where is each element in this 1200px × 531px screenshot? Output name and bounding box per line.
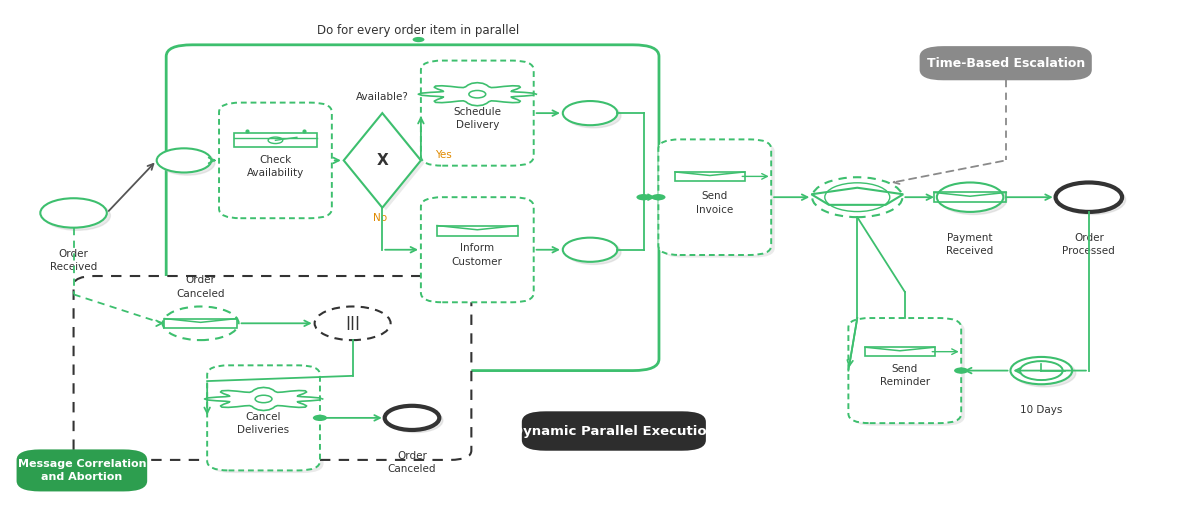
Circle shape	[954, 367, 968, 374]
FancyBboxPatch shape	[662, 142, 775, 258]
FancyBboxPatch shape	[522, 412, 706, 451]
FancyBboxPatch shape	[166, 45, 659, 371]
Polygon shape	[347, 116, 425, 210]
Text: X: X	[377, 153, 388, 168]
Circle shape	[824, 183, 889, 211]
Text: Send
Invoice: Send Invoice	[696, 191, 733, 215]
Circle shape	[314, 306, 391, 340]
Circle shape	[563, 238, 618, 262]
Bar	[676, 172, 745, 181]
FancyBboxPatch shape	[73, 276, 472, 460]
Text: Check
Availability: Check Availability	[247, 155, 304, 178]
Polygon shape	[343, 113, 421, 208]
Text: |||: |||	[346, 316, 360, 330]
FancyBboxPatch shape	[425, 200, 538, 305]
Text: Cancel
Deliveries: Cancel Deliveries	[238, 412, 289, 435]
Circle shape	[163, 306, 239, 340]
Text: Inform
Customer: Inform Customer	[452, 243, 503, 267]
Text: Order
Processed: Order Processed	[1062, 233, 1115, 256]
Circle shape	[157, 148, 211, 173]
Bar	[437, 226, 517, 236]
Circle shape	[937, 183, 1003, 212]
Text: No: No	[373, 213, 386, 223]
Circle shape	[563, 101, 618, 125]
Text: Order
Canceled: Order Canceled	[176, 276, 224, 298]
Bar	[164, 319, 236, 328]
Circle shape	[41, 198, 107, 228]
Bar	[234, 133, 317, 147]
FancyBboxPatch shape	[222, 105, 335, 221]
Text: Do for every order item in parallel: Do for every order item in parallel	[317, 24, 520, 37]
Circle shape	[1010, 357, 1073, 384]
Circle shape	[389, 408, 443, 433]
Text: Yes: Yes	[436, 150, 452, 160]
Circle shape	[413, 37, 425, 42]
Circle shape	[161, 151, 215, 175]
Circle shape	[313, 415, 328, 421]
Text: Order
Received: Order Received	[50, 249, 97, 272]
Text: Send
Reminder: Send Reminder	[880, 364, 930, 388]
Circle shape	[566, 241, 620, 264]
FancyBboxPatch shape	[421, 197, 534, 302]
Circle shape	[1014, 359, 1075, 387]
FancyBboxPatch shape	[208, 365, 320, 470]
Circle shape	[652, 194, 666, 200]
FancyBboxPatch shape	[421, 61, 534, 166]
Circle shape	[44, 201, 110, 230]
FancyBboxPatch shape	[659, 140, 772, 255]
FancyBboxPatch shape	[425, 63, 538, 168]
Circle shape	[1060, 185, 1126, 215]
Text: 10 Days: 10 Days	[1020, 405, 1062, 415]
FancyBboxPatch shape	[17, 449, 148, 492]
Bar	[934, 192, 1007, 202]
Text: Payment
Received: Payment Received	[947, 233, 994, 256]
Text: Message Correlation
and Abortion: Message Correlation and Abortion	[18, 459, 146, 482]
Circle shape	[385, 406, 439, 430]
FancyBboxPatch shape	[211, 368, 324, 473]
Circle shape	[566, 104, 620, 128]
Text: Dynamic Parallel Execution: Dynamic Parallel Execution	[512, 424, 716, 438]
Circle shape	[1056, 183, 1122, 212]
Circle shape	[636, 194, 650, 200]
Text: Available?: Available?	[356, 91, 409, 101]
Circle shape	[812, 177, 902, 217]
Bar	[865, 347, 935, 356]
FancyBboxPatch shape	[919, 46, 1092, 80]
FancyBboxPatch shape	[852, 321, 965, 426]
Text: Schedule
Delivery: Schedule Delivery	[454, 107, 502, 130]
Text: Order
Canceled: Order Canceled	[388, 451, 437, 474]
Circle shape	[941, 185, 1007, 215]
Text: Time-Based Escalation: Time-Based Escalation	[926, 57, 1085, 70]
FancyBboxPatch shape	[220, 102, 332, 218]
FancyBboxPatch shape	[848, 318, 961, 423]
